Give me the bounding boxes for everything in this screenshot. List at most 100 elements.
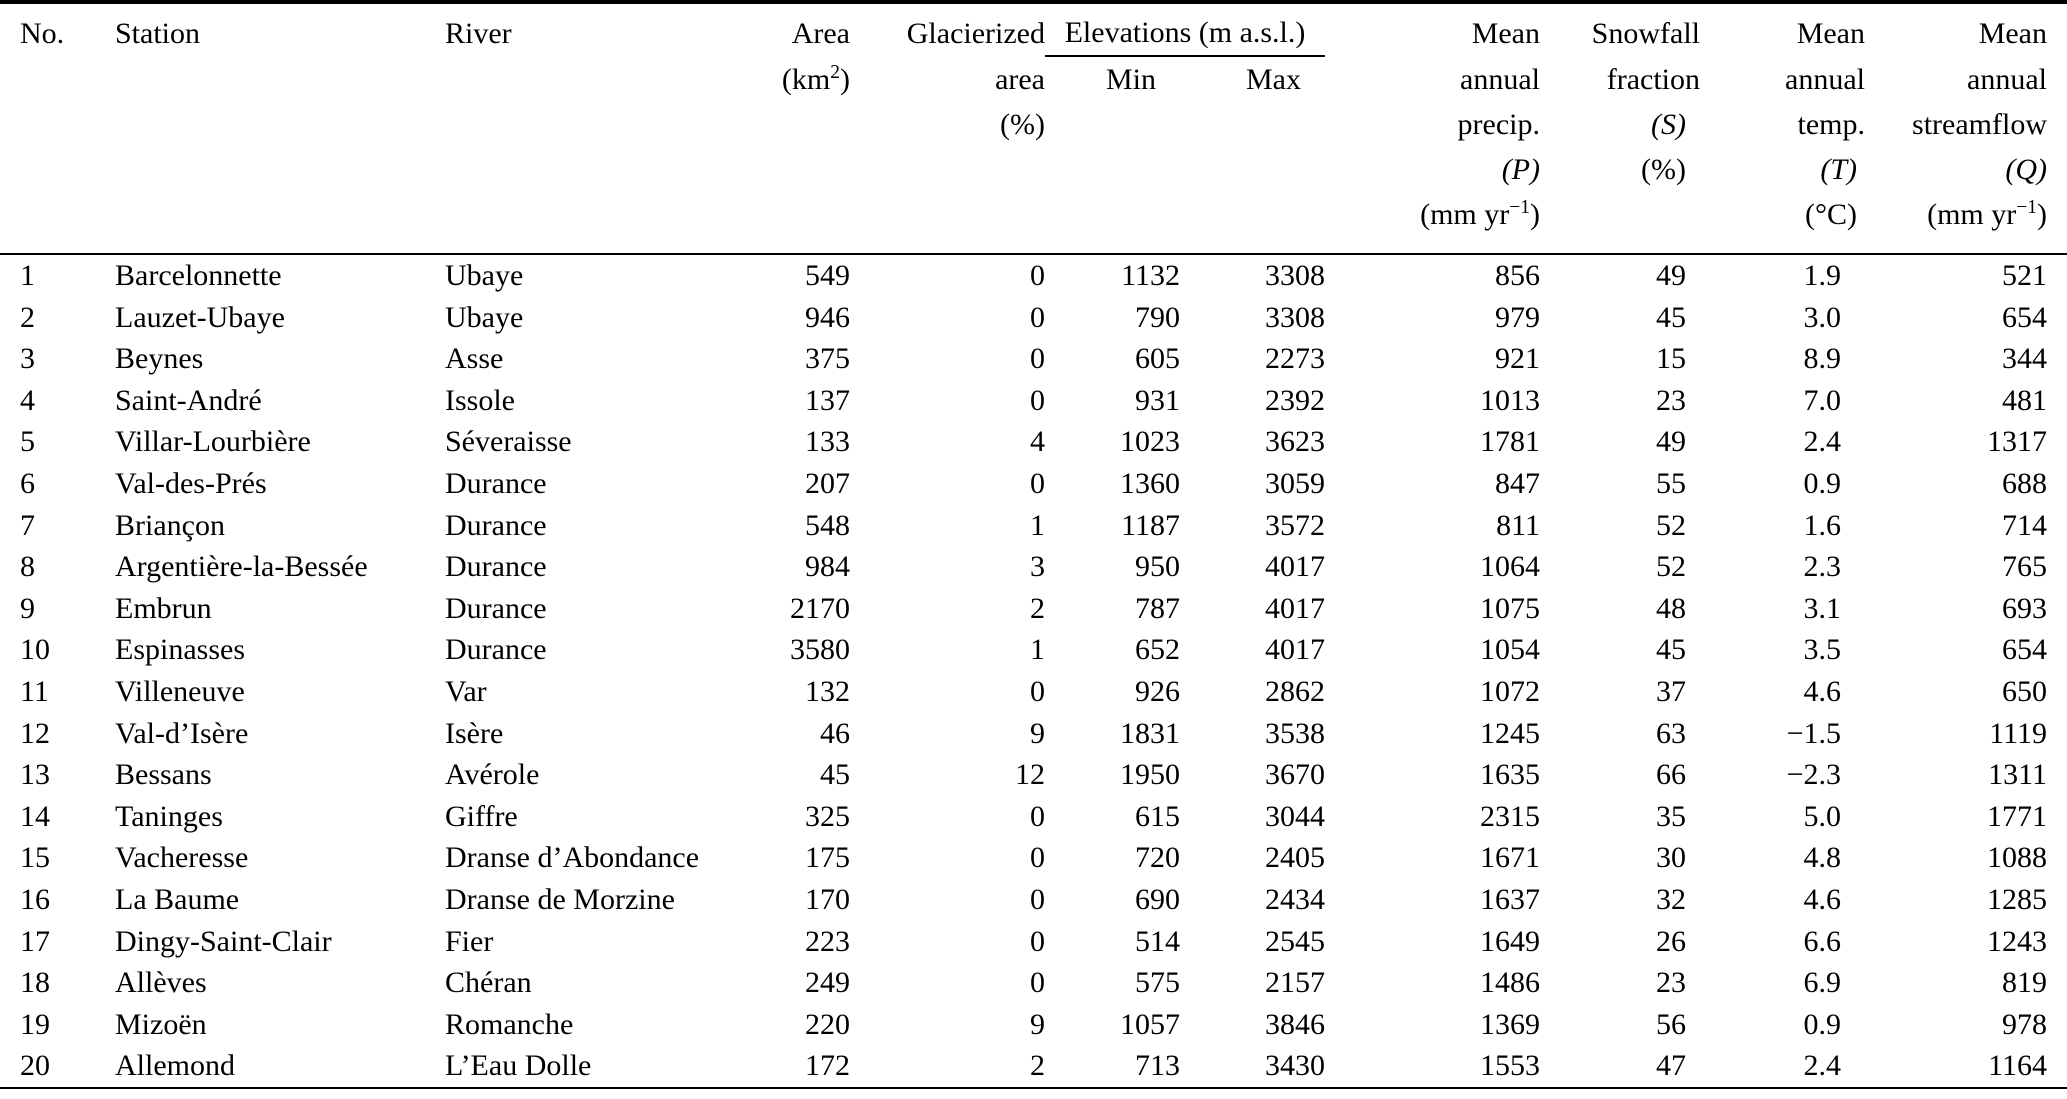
table-row: 2 Lauzet-Ubaye Ubaye 946 0 790 3308 979 45 3.0 654 [0,297,2067,339]
cell-temp: −1.5 [1786,716,1841,750]
cell-station: Vacheresse [115,841,249,875]
unit-text: ) [1530,198,1540,231]
table-row: 12 Val-d’Isère Isère 46 9 1831 3538 1245 63 −1.5 1… [0,713,2067,755]
header-temp-symbol: (T) [1820,153,1857,186]
cell-glac: 0 [1030,342,1045,376]
header-glacierized: Glacierized [906,17,1045,50]
cell-snow: 37 [1656,674,1686,708]
cell-min: 1132 [1121,259,1180,292]
cell-snow: 48 [1656,591,1686,625]
cell-flow: 1088 [1987,841,2047,875]
header-spacer [425,147,740,192]
header-spacer [0,192,115,254]
cell-flow: 1317 [1987,425,2047,459]
cell-area: 137 [805,383,850,417]
table-header-row: (mm yr−1) (°C) (mm yr−1) [0,192,2067,254]
cell-min: 1023 [1120,425,1180,459]
cell-temp: 2.4 [1803,425,1842,459]
cell-river: Durance [445,591,547,625]
cell-min: 931 [1135,383,1180,417]
cell-temp: 4.6 [1803,882,1842,916]
cell-flow: 765 [2002,550,2047,584]
cell-flow: 693 [2002,591,2047,625]
cell-snow: 56 [1656,1007,1686,1041]
cell-no: 10 [20,633,50,667]
cell-area: 172 [805,1049,850,1083]
cell-glac: 3 [1030,550,1045,584]
cell-no: 19 [20,1007,50,1041]
header-spacer [1045,147,1180,192]
header-precip-unit: (mm yr−1) [1325,192,1540,254]
cell-temp: 1.6 [1803,508,1842,542]
header-spacer [850,147,1045,192]
cell-precip: 1075 [1480,591,1540,625]
header-spacer [425,192,740,254]
cell-max: 3308 [1265,259,1325,292]
cell-min: 690 [1135,882,1180,916]
cell-min: 1057 [1120,1007,1180,1041]
cell-min: 720 [1135,841,1180,875]
header-spacer [115,102,425,147]
cell-no: 20 [20,1049,50,1083]
cell-no: 14 [20,799,50,833]
cell-flow: 1285 [1987,882,2047,916]
cell-glac: 4 [1030,425,1045,459]
header-spacer [1045,192,1180,254]
cell-glac: 0 [1030,841,1045,875]
cell-area: 207 [805,466,850,500]
cell-min: 1950 [1120,758,1180,792]
cell-flow: 654 [2002,633,2047,667]
table-header-row: (P) (%) (T) (Q) [0,147,2067,192]
cell-temp: 6.9 [1803,966,1842,1000]
cell-flow: 1119 [1989,716,2047,750]
cell-min: 575 [1135,966,1180,1000]
cell-area: 45 [820,758,850,792]
table-row: 11 Villeneuve Var 132 0 926 2862 1072 37 4.6 650 [0,671,2067,713]
cell-flow: 521 [2002,259,2047,292]
header-spacer [115,192,425,254]
cell-min: 514 [1135,924,1180,958]
cell-max: 2273 [1265,342,1325,376]
cell-station: Taninges [115,799,223,833]
header-spacer [850,192,1045,254]
cell-max: 4017 [1265,550,1325,584]
cell-area: 46 [820,716,850,750]
cell-flow: 978 [2002,1007,2047,1041]
cell-min: 1360 [1120,466,1180,500]
cell-no: 3 [20,342,35,376]
cell-precip: 1486 [1480,966,1540,1000]
header-spacer [0,147,115,192]
cell-flow: 1164 [1988,1049,2047,1083]
cell-precip: 856 [1495,259,1540,292]
cell-flow: 650 [2002,674,2047,708]
cell-flow: 1311 [1988,758,2047,792]
cell-no: 8 [20,550,35,584]
cell-station: Allèves [115,966,207,1000]
cell-precip: 811 [1496,508,1540,542]
cell-max: 2434 [1265,882,1325,916]
cell-snow: 15 [1656,342,1686,376]
header-station: Station [115,17,201,50]
cell-station: Val-des-Prés [115,466,267,500]
header-spacer [1180,192,1325,254]
cell-snow: 23 [1656,966,1686,1000]
superscript-unit: −1 [2016,197,2037,218]
cell-river: Var [445,674,487,708]
header-flow-l1: Mean [1978,17,2047,50]
cell-temp: 3.5 [1803,633,1842,667]
unit-text: ) [840,63,850,96]
cell-precip: 1649 [1480,924,1540,958]
cell-temp: 2.4 [1803,1049,1842,1083]
cell-min: 787 [1135,591,1180,625]
cell-no: 11 [20,674,49,708]
cell-snow: 45 [1656,300,1686,334]
unit-text: (mm yr [1927,198,2017,231]
cell-temp: 7.0 [1803,383,1842,417]
cell-river: Ubaye [445,300,524,334]
table-row: 19 Mizoën Romanche 220 9 1057 3846 1369 56 0.9 978 [0,1004,2067,1046]
cell-snow: 52 [1656,550,1686,584]
cell-area: 548 [805,508,850,542]
table-row: 17 Dingy-Saint-Clair Fier 223 0 514 2545 1649 26… [0,921,2067,963]
cell-snow: 35 [1656,799,1686,833]
header-flow-l3: streamflow [1912,108,2047,141]
